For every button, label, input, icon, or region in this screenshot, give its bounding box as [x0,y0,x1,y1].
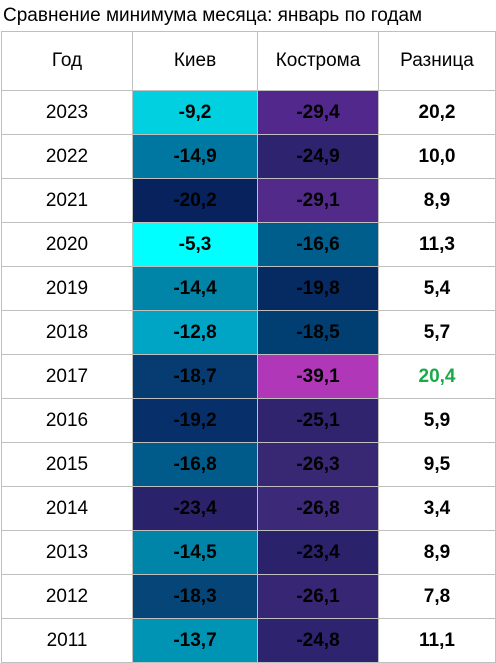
kyiv-cell: -19,2 [132,398,258,443]
kyiv-cell: -14,9 [132,134,258,179]
kostroma-cell: -29,1 [257,178,379,223]
table-row: 2019 -14,4 -19,8 5,4 [1,266,496,311]
diff-cell: 5,9 [378,398,496,443]
header-year: Год [1,31,133,91]
kostroma-cell: -24,8 [257,618,379,663]
header-kyiv: Киев [132,31,258,91]
header-kostroma: Кострома [257,31,379,91]
year-cell: 2018 [1,310,133,355]
kyiv-cell: -13,7 [132,618,258,663]
kyiv-cell: -18,3 [132,574,258,619]
year-cell: 2022 [1,134,133,179]
diff-cell: 20,4 [378,354,496,399]
year-cell: 2013 [1,530,133,575]
diff-cell: 10,0 [378,134,496,179]
kostroma-cell: -19,8 [257,266,379,311]
year-cell: 2012 [1,574,133,619]
kostroma-cell: -26,1 [257,574,379,619]
kostroma-cell: -39,1 [257,354,379,399]
year-cell: 2019 [1,266,133,311]
kyiv-cell: -20,2 [132,178,258,223]
header-diff: Разница [378,31,496,91]
diff-cell: 7,8 [378,574,496,619]
kostroma-cell: -29,4 [257,90,379,135]
comparison-table: Год Киев Кострома Разница 2023 -9,2 -29,4 2… [1,31,496,663]
kostroma-cell: -26,8 [257,486,379,531]
kostroma-cell: -23,4 [257,530,379,575]
table-title: Сравнение минимума месяца: январь по год… [3,5,423,26]
table-row: 2011 -13,7 -24,8 11,1 [1,618,496,663]
diff-cell: 11,1 [378,618,496,663]
kyiv-cell: -9,2 [132,90,258,135]
kostroma-cell: -18,5 [257,310,379,355]
kyiv-cell: -12,8 [132,310,258,355]
diff-cell: 11,3 [378,222,496,267]
table-row: 2021 -20,2 -29,1 8,9 [1,178,496,223]
table-row: 2016 -19,2 -25,1 5,9 [1,398,496,443]
year-cell: 2023 [1,90,133,135]
kostroma-cell: -25,1 [257,398,379,443]
diff-cell: 5,7 [378,310,496,355]
year-cell: 2020 [1,222,133,267]
diff-cell: 20,2 [378,90,496,135]
kyiv-cell: -14,4 [132,266,258,311]
diff-cell: 5,4 [378,266,496,311]
year-cell: 2011 [1,618,133,663]
table-row: 2012 -18,3 -26,1 7,8 [1,574,496,619]
table-row: 2013 -14,5 -23,4 8,9 [1,530,496,575]
table-row: 2014 -23,4 -26,8 3,4 [1,486,496,531]
kyiv-cell: -23,4 [132,486,258,531]
table-row: 2022 -14,9 -24,9 10,0 [1,134,496,179]
kyiv-cell: -16,8 [132,442,258,487]
table-row: 2015 -16,8 -26,3 9,5 [1,442,496,487]
table-row: 2017 -18,7 -39,1 20,4 [1,354,496,399]
table-row: 2018 -12,8 -18,5 5,7 [1,310,496,355]
year-cell: 2015 [1,442,133,487]
year-cell: 2021 [1,178,133,223]
diff-cell: 9,5 [378,442,496,487]
kostroma-cell: -26,3 [257,442,379,487]
kyiv-cell: -18,7 [132,354,258,399]
header-row: Год Киев Кострома Разница [1,31,496,91]
year-cell: 2017 [1,354,133,399]
year-cell: 2016 [1,398,133,443]
table-row: 2023 -9,2 -29,4 20,2 [1,90,496,135]
year-cell: 2014 [1,486,133,531]
kostroma-cell: -24,9 [257,134,379,179]
diff-cell: 8,9 [378,178,496,223]
diff-cell: 8,9 [378,530,496,575]
kyiv-cell: -14,5 [132,530,258,575]
kostroma-cell: -16,6 [257,222,379,267]
table-row: 2020 -5,3 -16,6 11,3 [1,222,496,267]
diff-cell: 3,4 [378,486,496,531]
kyiv-cell: -5,3 [132,222,258,267]
